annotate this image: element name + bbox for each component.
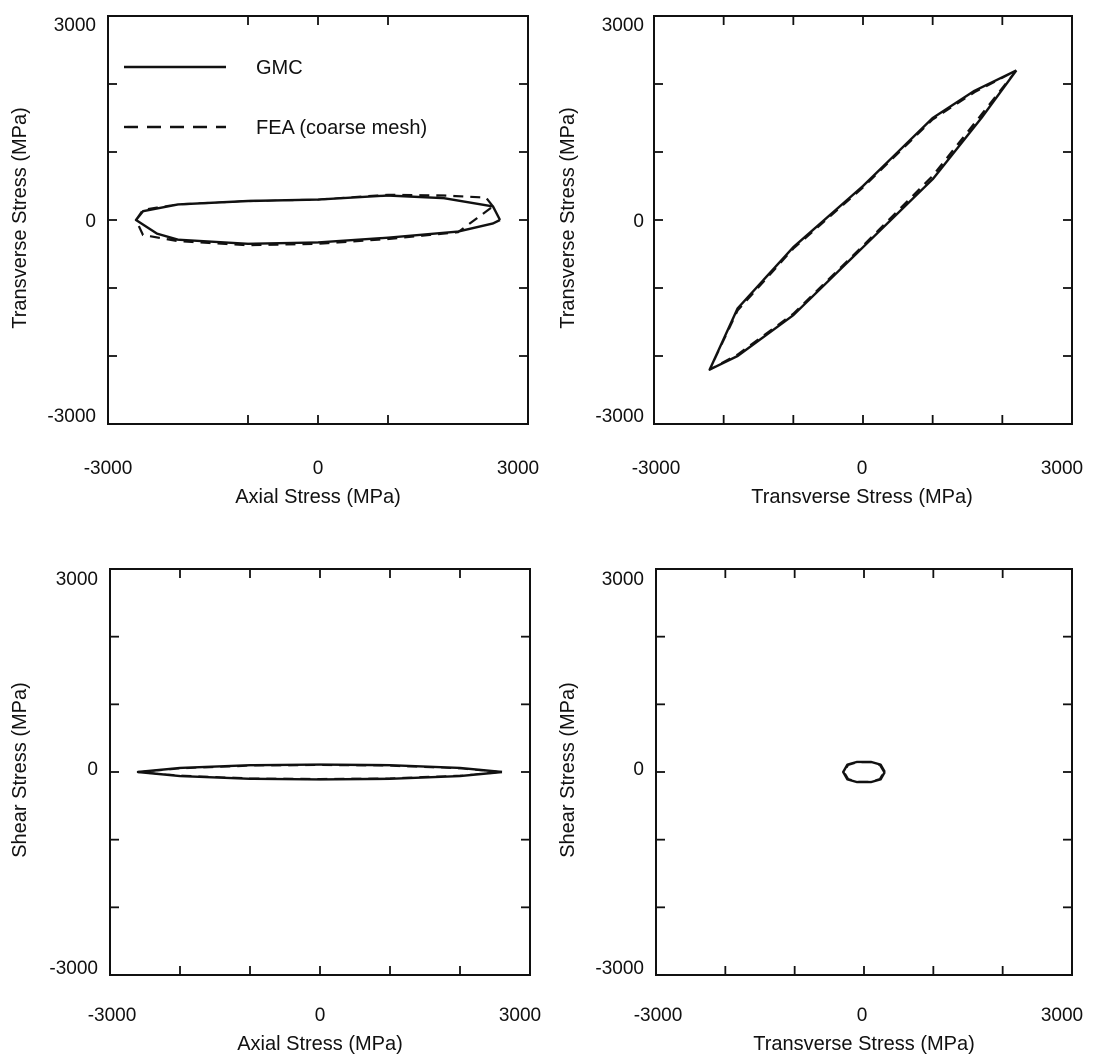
panel-1-series	[134, 193, 502, 247]
panel-2-x-axis-title: Transverse Stress (MPa)	[751, 486, 973, 508]
panel-2-x-tick-label: -3000	[632, 458, 681, 479]
panel-3-y-tick-label: 3000	[56, 569, 98, 590]
panel-3: -3000 0 3000 3000 0 -3000 Axial Stress (…	[9, 568, 541, 1055]
panel-4-y-tick-label: 3000	[602, 569, 644, 590]
panel-2-y-tick-label: 3000	[602, 15, 644, 36]
panel-4-y-tick-label: -3000	[595, 958, 644, 979]
panel-4-x-tick-label: -3000	[634, 1005, 683, 1026]
panel-2-series-fea-line	[708, 69, 1018, 371]
panel-4-y-tick-label: 0	[633, 759, 644, 780]
panel-3-x-tick-label: 0	[315, 1005, 326, 1026]
panel-3-x-tick-label: -3000	[88, 1005, 137, 1026]
panel-1: -3000 0 3000 3000 0 -3000 Axial Stress (…	[9, 15, 539, 508]
panel-1-y-tick-label: 0	[85, 211, 96, 232]
panel-3-x-tick-label: 3000	[499, 1005, 541, 1026]
panel-3-y-tick-label: 0	[87, 759, 98, 780]
panel-1-y-tick-label: 3000	[54, 15, 96, 36]
panel-1-y-axis-title: Transverse Stress (MPa)	[9, 107, 31, 329]
panel-2: -3000 0 3000 3000 0 -3000 Transverse Str…	[557, 15, 1083, 508]
legend: GMC FEA (coarse mesh)	[124, 57, 427, 139]
panel-3-y-axis-title: Shear Stress (MPa)	[9, 682, 31, 858]
panel-3-ticks	[109, 568, 531, 976]
panel-1-x-tick-label: 3000	[497, 458, 539, 479]
panel-4-x-tick-label: 0	[857, 1005, 868, 1026]
panel-4-y-axis-title: Shear Stress (MPa)	[557, 682, 579, 858]
panel-4-x-tick-label: 3000	[1041, 1005, 1083, 1026]
panel-1-ticks	[107, 15, 529, 425]
panel-2-ticks	[653, 15, 1073, 425]
panel-1-x-tick-label: -3000	[84, 458, 133, 479]
panel-2-series	[708, 69, 1018, 371]
panel-2-x-tick-label: 0	[857, 458, 868, 479]
panel-2-x-tick-label: 3000	[1041, 458, 1083, 479]
panel-1-y-tick-label: -3000	[47, 406, 96, 427]
panel-3-series	[136, 763, 503, 781]
panel-3-series-fea-line	[136, 763, 503, 781]
panel-4-ticks	[655, 568, 1073, 976]
panel-4-series-gmc-line	[842, 760, 886, 784]
panel-4-x-axis-title: Transverse Stress (MPa)	[753, 1033, 975, 1055]
panel-3-y-tick-label: -3000	[49, 958, 98, 979]
panel-2-y-tick-label: -3000	[595, 406, 644, 427]
panel-4: -3000 0 3000 3000 0 -3000 Transverse Str…	[557, 568, 1083, 1055]
panel-4-series	[842, 760, 886, 784]
panel-2-y-tick-label: 0	[633, 211, 644, 232]
legend-label-gmc: GMC	[256, 57, 303, 79]
legend-label-fea: FEA (coarse mesh)	[256, 117, 427, 139]
panel-2-y-axis-title: Transverse Stress (MPa)	[557, 107, 579, 329]
panel-1-x-tick-label: 0	[313, 458, 324, 479]
panel-3-x-axis-title: Axial Stress (MPa)	[237, 1033, 403, 1055]
panel-1-x-axis-title: Axial Stress (MPa)	[235, 486, 401, 508]
panel-1-series-fea-line	[134, 193, 494, 247]
